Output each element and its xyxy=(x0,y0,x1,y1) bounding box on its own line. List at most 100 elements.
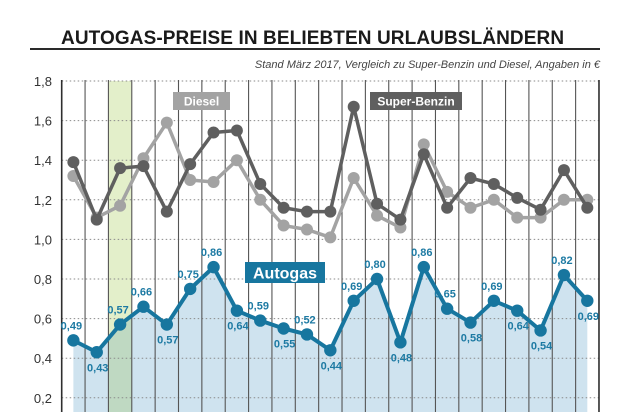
diesel-point xyxy=(371,209,384,222)
super-benzin-point xyxy=(114,162,127,175)
legend-diesel-box xyxy=(173,92,230,110)
diesel-point xyxy=(417,138,430,151)
super-benzin-point xyxy=(160,205,173,218)
autogas-point xyxy=(207,260,220,274)
chart-subtitle: Stand März 2017, Vergleich zu Super-Benz… xyxy=(254,59,600,71)
super-benzin-point xyxy=(277,201,290,214)
autogas-data-label: 0,86 xyxy=(201,247,222,259)
title-rule xyxy=(30,48,600,50)
legend-super-benzin: Super-Benzin xyxy=(370,92,462,110)
diesel-point xyxy=(324,231,337,244)
super-benzin-point xyxy=(487,177,500,190)
legend: Diesel Super-Benzin Autogas xyxy=(173,92,462,283)
super-benzin-point xyxy=(184,158,197,171)
autogas-point xyxy=(534,324,547,337)
diesel-point xyxy=(441,185,454,198)
autogas-data-label: 0,65 xyxy=(434,289,455,301)
legend-autogas-label: Autogas xyxy=(253,266,317,283)
diesel-series xyxy=(67,116,594,244)
super-benzin-point xyxy=(441,201,454,214)
diesel-point xyxy=(557,193,570,206)
autogas-point xyxy=(417,260,430,274)
autogas-data-label: 0,69 xyxy=(578,311,599,323)
super-benzin-point xyxy=(230,124,243,137)
diesel-point xyxy=(114,199,127,212)
diesel-point xyxy=(511,211,524,224)
diesel-point xyxy=(254,193,267,206)
legend-autogas: Autogas xyxy=(245,262,325,283)
autogas-data-label: 0,69 xyxy=(341,281,362,293)
autogas-point xyxy=(90,346,103,359)
super-benzin-point xyxy=(511,191,524,204)
autogas-point xyxy=(113,318,127,331)
diesel-point xyxy=(300,223,313,236)
autogas-point xyxy=(324,344,337,357)
autogas-data-label: 0,57 xyxy=(107,305,128,317)
super-benzin-point xyxy=(67,156,80,169)
autogas-point xyxy=(370,272,384,286)
autogas-point xyxy=(67,334,80,347)
autogas-point xyxy=(230,304,244,317)
autogas-point xyxy=(394,336,407,349)
autogas-series xyxy=(67,260,594,359)
autogas-data-label: 0,54 xyxy=(531,340,553,352)
y-tick-label: 1,6 xyxy=(34,114,52,129)
chart-title: AUTOGAS-PREISE IN BELIEBTEN URLAUBSLÄNDE… xyxy=(61,28,565,49)
legend-autogas-box xyxy=(245,262,325,283)
autogas-data-label: 0,44 xyxy=(321,360,343,372)
diesel-point xyxy=(160,116,173,129)
autogas-data-labels: 0,490,430,570,660,570,750,860,640,590,55… xyxy=(61,247,599,374)
autogas-data-label: 0,69 xyxy=(481,281,502,293)
y-tick-label: 1,0 xyxy=(34,232,52,247)
legend-diesel: Diesel xyxy=(173,92,230,110)
diesel-point xyxy=(184,174,197,186)
autogas-data-label: 0,43 xyxy=(87,362,108,374)
y-tick-label: 0,2 xyxy=(34,391,52,406)
autogas-data-label: 0,82 xyxy=(551,255,572,267)
autogas-data-label: 0,64 xyxy=(227,321,249,333)
super-benzin-series xyxy=(67,100,594,226)
y-tick-label: 1,8 xyxy=(34,74,52,89)
super-benzin-point xyxy=(394,213,407,226)
super-benzin-point xyxy=(347,100,360,113)
autogas-point xyxy=(300,328,314,341)
y-tick-label: 1,2 xyxy=(34,193,52,208)
diesel-point xyxy=(277,219,290,232)
super-benzin-point xyxy=(324,205,337,218)
y-axis-ticks: 1,8 1,6 1,4 1,2 1,0 0,8 0,6 0,4 0,2 xyxy=(34,74,52,406)
autogas-point xyxy=(487,294,501,307)
autogas-point xyxy=(183,282,197,296)
autogas-data-label: 0,48 xyxy=(391,352,412,364)
diesel-point xyxy=(464,201,477,214)
y-tick-label: 0,4 xyxy=(34,351,52,366)
autogas-point xyxy=(347,294,360,307)
super-benzin-point xyxy=(417,148,430,161)
super-benzin-point xyxy=(300,205,313,218)
super-benzin-point xyxy=(254,177,267,190)
autogas-point xyxy=(440,302,454,315)
autogas-data-label: 0,64 xyxy=(508,321,530,333)
autogas-data-label: 0,59 xyxy=(248,301,269,313)
autogas-data-label: 0,52 xyxy=(294,314,315,326)
autogas-data-label: 0,80 xyxy=(364,259,385,271)
autogas-point xyxy=(464,316,477,329)
autogas-point xyxy=(581,294,594,307)
super-benzin-point xyxy=(581,201,594,214)
autogas-data-label: 0,57 xyxy=(157,335,178,347)
autogas-data-label: 0,55 xyxy=(274,339,295,351)
autogas-point xyxy=(277,322,290,335)
autogas-point xyxy=(137,300,150,313)
autogas-data-label: 0,66 xyxy=(131,287,152,299)
legend-diesel-label: Diesel xyxy=(184,95,219,109)
autogas-point xyxy=(254,314,267,327)
super-benzin-point xyxy=(557,164,570,177)
autogas-point xyxy=(511,304,524,317)
vertical-grid xyxy=(60,80,600,412)
autogas-data-label: 0,86 xyxy=(411,247,432,259)
y-tick-label: 1,4 xyxy=(34,153,52,168)
super-benzin-point xyxy=(207,126,220,139)
diesel-point xyxy=(230,154,243,167)
legend-super-benzin-label: Super-Benzin xyxy=(377,95,454,109)
diesel-point xyxy=(487,193,500,206)
